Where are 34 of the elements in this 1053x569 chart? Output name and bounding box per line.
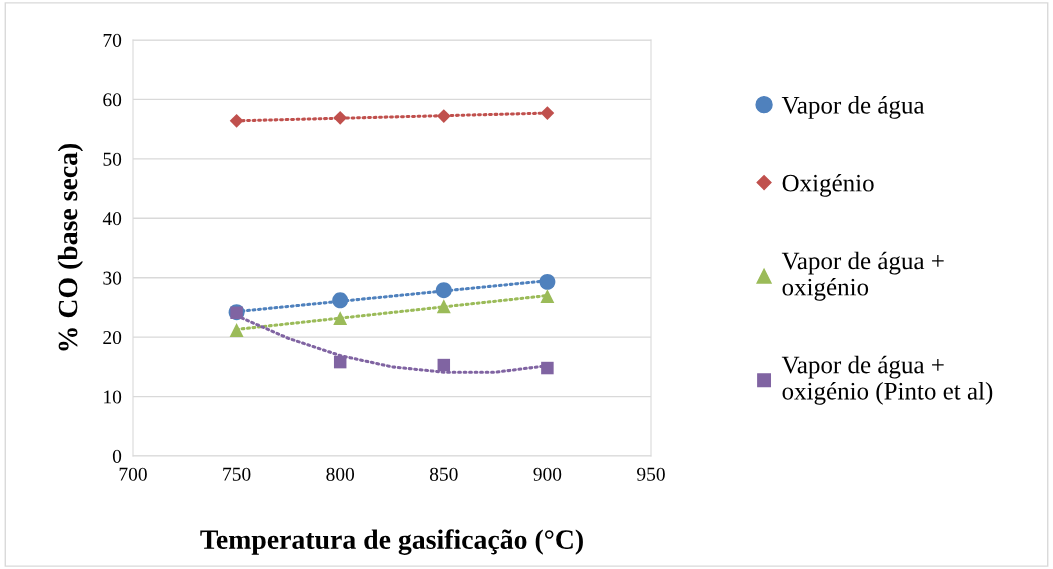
x-tick-label: 800 (326, 467, 355, 481)
point (436, 109, 451, 123)
legend-label: Vapor de água + oxigénio (Pinto et al) (781, 355, 993, 405)
legend-label: Vapor de água (781, 96, 925, 119)
point (541, 361, 554, 375)
point (539, 273, 556, 290)
point (332, 292, 349, 309)
y-tick-label: 30 (103, 271, 122, 285)
y-tick-label: 50 (103, 152, 122, 166)
y-tick-label: 10 (104, 390, 122, 404)
point (540, 106, 555, 120)
y-axis-title: % CO (base seca) (57, 143, 83, 351)
x-tick-label: 900 (533, 467, 562, 481)
point (436, 299, 451, 314)
point (437, 358, 451, 372)
x-tick-label: 950 (637, 467, 665, 481)
legend-label: Vapor de água + oxigénio (781, 251, 944, 301)
point (333, 110, 348, 125)
y-tick-label: 60 (103, 93, 122, 107)
x-axis-title: Temperatura de gasificação (°C) (200, 529, 583, 555)
y-tick-label: 40 (102, 212, 122, 226)
y-tick-label: 70 (103, 33, 122, 47)
point (540, 289, 555, 304)
point (333, 311, 348, 326)
x-tick-label: 700 (119, 467, 147, 481)
y-tick-label: 20 (103, 330, 122, 345)
legend-label: Oxigénio (782, 173, 874, 197)
x-tick-label: 750 (223, 467, 251, 481)
y-tick-label: 0 (112, 449, 122, 463)
point (435, 282, 452, 299)
x-tick-label: 850 (429, 467, 458, 481)
point (229, 113, 244, 128)
point (229, 323, 244, 337)
point (333, 355, 347, 369)
